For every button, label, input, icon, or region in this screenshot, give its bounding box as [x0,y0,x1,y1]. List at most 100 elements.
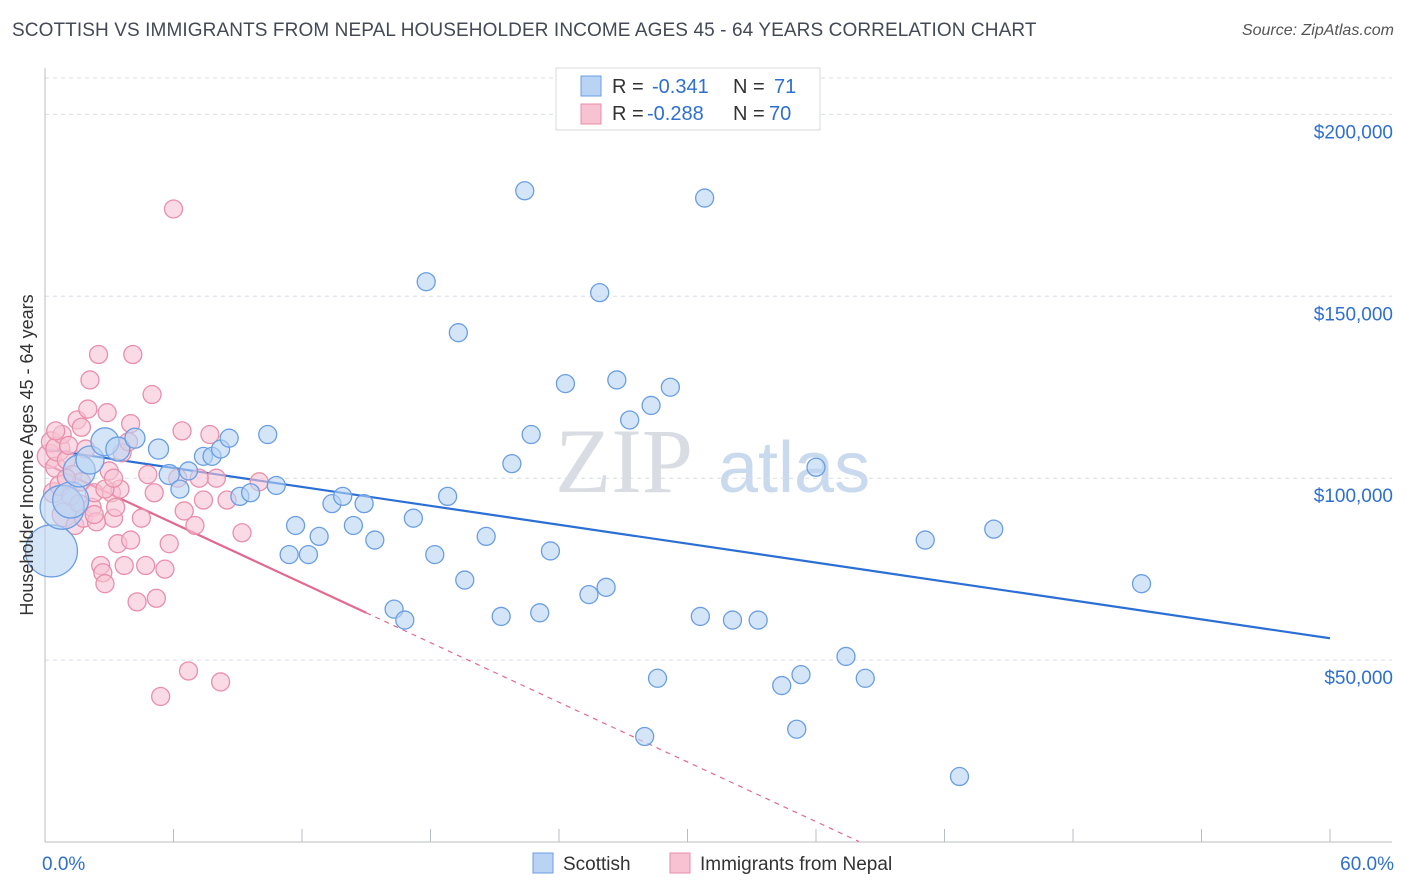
scottish-point [620,410,640,430]
x-tick-label-max: 60.0% [1340,854,1394,875]
legend-r-label-2: R = [612,103,644,125]
scottish-point [791,664,811,685]
legend-r-label-1: R = [612,76,644,98]
watermark-atlas: atlas [718,428,870,508]
scottish-point [279,544,299,565]
scottish-point [647,668,668,688]
legend-n-value-1: 71 [774,76,796,98]
legend-n-value-2: 70 [769,103,791,125]
nepal-point [97,403,117,423]
nepal-point [88,344,109,365]
legend-pink-swatch [580,103,602,125]
y-tick-label: $200,000 [1314,122,1393,143]
nepal-point [58,435,79,456]
scottish-point [949,766,970,787]
scottish-point [530,603,550,623]
scottish-point [521,424,541,445]
scottish-point [722,610,743,630]
scottish-point [579,584,599,605]
scottish-point [694,188,715,208]
nepal-point [136,555,156,576]
nepal-point [155,559,175,579]
scottish-point [455,570,475,590]
nepal-point [193,490,214,510]
series-legend-scottish-label: Scottish [563,854,631,875]
scottish-point [333,486,353,507]
y-tick-label: $100,000 [1314,486,1393,507]
scottish-point [787,719,807,739]
scottish-point [540,541,561,561]
series-legend: Scottish Immigrants from Nepal [532,852,892,875]
scottish-point [403,508,424,528]
scottish-point [748,610,768,630]
grid-lines [45,77,1392,661]
scottish-points [24,181,1152,787]
scottish-point [984,519,1004,539]
nepal-point [114,555,134,576]
scottish-point [258,424,278,445]
nepal-point [103,468,124,488]
scottish-point [855,668,875,688]
nepal-point [78,399,98,419]
scottish-point [52,481,90,519]
nepal-point [159,534,179,554]
scottish-point [437,486,458,507]
scottish-point [836,646,856,667]
scottish-point [343,515,364,536]
source-credit: Source: ZipAtlas.com [1241,22,1394,39]
scottish-point [491,606,511,627]
scottish-point [515,181,535,201]
nepal-trend-extension [365,612,860,843]
nepal-point [146,588,167,608]
nepal-point [142,384,162,405]
legend-r-value-1: -0.341 [652,76,709,98]
legend-n-label-2: N = [733,103,765,125]
nepal-point [206,468,226,488]
scottish-point [772,675,792,696]
scottish-point [641,395,661,416]
scottish-point [178,461,199,481]
scottish-point [915,530,935,550]
series-legend-nepal-swatch [669,852,691,874]
chart-title: SCOTTISH VS IMMIGRANTS FROM NEPAL HOUSEH… [12,20,1037,41]
scottish-point [416,272,436,292]
y-axis-label: Householder Income Ages 45 - 64 years [17,294,37,615]
legend-blue-swatch [580,75,602,97]
nepal-point [172,421,192,441]
scottish-point [395,610,415,630]
nepal-point [150,686,171,707]
scottish-point [285,515,306,536]
y-tick-labels: $50,000 $100,000 $150,000 $200,000 [1314,122,1393,689]
nepal-point [106,497,126,517]
nepal-point [84,504,104,525]
scottish-point [635,726,655,747]
nepal-point [174,501,194,521]
series-legend-nepal-label: Immigrants from Nepal [700,854,892,875]
nepal-point [71,417,92,437]
correlation-legend: R = -0.341 N = 71 R = -0.288 N = 70 [555,67,821,131]
scottish-point [590,282,610,303]
scottish-point [555,373,576,394]
nepal-point [46,421,66,441]
scottish-point [266,475,286,496]
scottish-point [660,377,681,397]
scottish-point [105,436,131,462]
scottish-point [158,463,180,486]
scottish-point [354,494,374,514]
scottish-point [298,544,319,565]
nepal-point [144,483,164,503]
scottish-point [219,428,239,448]
scottish-point [448,323,468,343]
nepal-point [127,592,147,612]
scottish-point [309,526,329,547]
nepal-point [131,508,152,528]
series-legend-scottish-swatch [532,852,554,874]
nepal-point [200,424,220,445]
nepal-point [210,672,231,692]
nepal-point [80,370,100,390]
scottish-point [806,457,826,477]
scottish-point [240,483,261,503]
scottish-point [502,453,522,474]
y-tick-label: $50,000 [1324,668,1393,689]
